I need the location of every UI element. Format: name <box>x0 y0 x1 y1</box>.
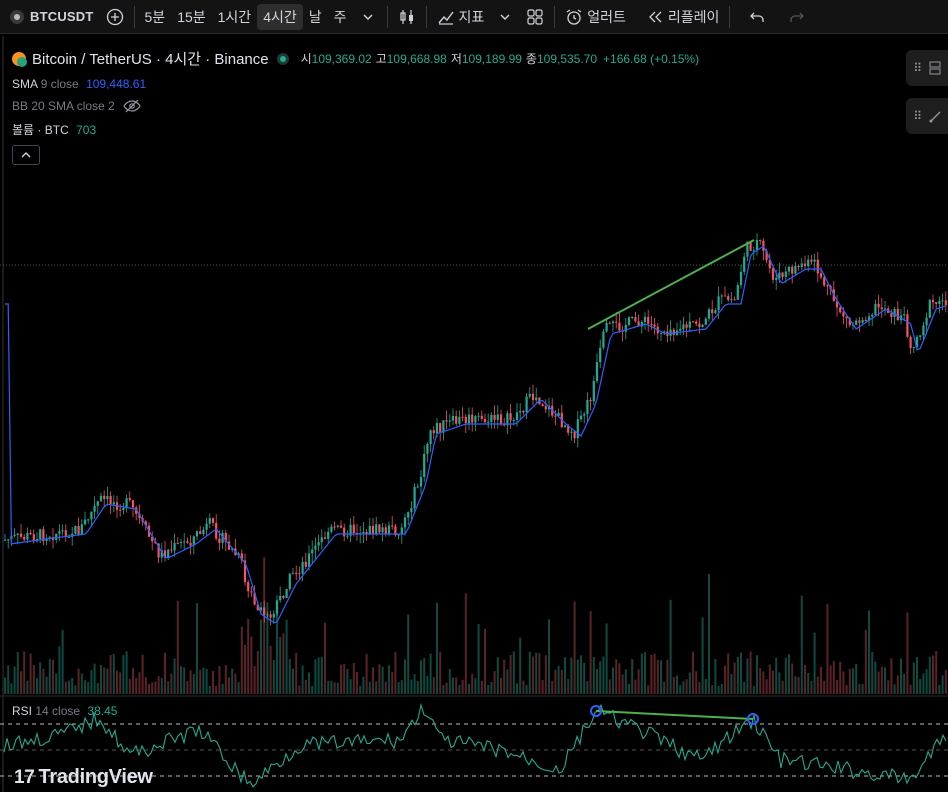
volume-bars <box>4 557 947 694</box>
sma-legend[interactable]: SMA 9 close 109,448.61 <box>12 77 699 91</box>
tradingview-wordmark: TradingView <box>38 766 153 788</box>
indicators-dropdown[interactable] <box>490 4 520 30</box>
chart-type-button[interactable] <box>392 4 422 30</box>
sma-name: SMA <box>12 77 38 91</box>
interval-week[interactable]: 주 <box>333 8 347 25</box>
replay-icon <box>649 11 662 22</box>
compare-button[interactable] <box>100 4 130 30</box>
symbol-title[interactable]: Bitcoin / TetherUS · 4시간 · Binance <box>32 51 269 68</box>
symbol-search-icon <box>10 9 24 24</box>
tether-logo-icon <box>17 56 27 67</box>
indicators-label: 지표 <box>458 8 485 25</box>
high-label: 고 <box>375 52 387 66</box>
add-icon <box>106 8 123 25</box>
interval-5m[interactable]: 5분 <box>144 8 166 25</box>
toolbar-divider <box>554 5 556 28</box>
sma-value: 109,448.61 <box>86 77 147 91</box>
open-value: 109,369.02 <box>311 51 372 66</box>
toolbar-divider <box>729 5 731 28</box>
tradingview-logo[interactable]: 17 TradingView <box>14 766 153 789</box>
indicators-button[interactable]: 지표 <box>431 4 491 30</box>
chart-legend: Bitcoin / TetherUS · 4시간 · Binance 시 109,… <box>12 48 699 138</box>
volume-value: 703 <box>76 123 97 137</box>
symbol-label: BTCUSDT <box>30 9 94 24</box>
redo-button[interactable] <box>782 4 812 30</box>
toolbar-divider <box>386 5 388 28</box>
alarm-icon <box>566 8 582 25</box>
rsi-line <box>3 702 947 788</box>
layout-grid-icon <box>527 8 543 25</box>
symbol-logo <box>12 51 32 67</box>
chevron-down-icon <box>363 14 373 20</box>
price-trendline[interactable] <box>587 239 755 330</box>
layers-icon <box>929 61 941 75</box>
top-toolbar: BTCUSDT 5분 15분 1시간 4시간 날 주 지표 얼러트 리플레이 <box>0 0 948 34</box>
market-status-icon <box>276 52 289 65</box>
alert-label: 얼러트 <box>587 8 626 25</box>
close-value: 109,535.70 <box>536 51 598 66</box>
indicators-icon <box>437 11 454 25</box>
trendline-tool-icon <box>929 111 941 123</box>
drag-handle-icon: ⠿ <box>913 109 923 123</box>
object-tree-button[interactable]: ⠿ <box>906 50 948 86</box>
symbol-legend-row: Bitcoin / TetherUS · 4시간 · Binance 시 109,… <box>12 48 699 69</box>
rsi-name: RSI <box>12 704 33 718</box>
rsi-trendline[interactable] <box>595 710 754 720</box>
bb-label: BB 20 SMA close 2 <box>12 99 115 113</box>
rsi-trendline-handle-end[interactable] <box>747 713 759 725</box>
interval-4h[interactable]: 4시간 <box>257 3 303 30</box>
replay-label: 리플레이 <box>667 8 720 25</box>
chevron-up-icon <box>21 152 31 158</box>
eye-off-icon[interactable] <box>123 99 141 113</box>
rsi-trendline-handle-start[interactable] <box>590 705 602 717</box>
toolbar-divider <box>133 5 135 28</box>
candles <box>3 233 947 626</box>
collapse-legend-button[interactable] <box>12 145 40 165</box>
undo-button[interactable] <box>742 4 772 30</box>
chart-left-border <box>2 36 4 792</box>
low-label: 저 <box>450 52 462 66</box>
rsi-params: 14 close <box>35 704 81 718</box>
redo-icon <box>790 12 805 22</box>
undo-icon <box>750 12 765 22</box>
change-value: +166.68 (+0.15%) <box>603 51 700 66</box>
alert-button[interactable]: 얼러트 <box>559 4 632 30</box>
open-label: 시 <box>300 52 312 66</box>
tradingview-mark-icon: 17 <box>14 766 35 788</box>
interval-15m[interactable]: 15분 <box>177 8 206 25</box>
interval-1h[interactable]: 1시간 <box>217 8 252 25</box>
close-label: 종 <box>525 52 537 66</box>
sma-line <box>5 245 946 624</box>
replay-button[interactable]: 리플레이 <box>640 4 726 30</box>
candles-icon <box>399 9 413 24</box>
chevron-down-icon <box>500 14 510 20</box>
high-value: 109,668.98 <box>386 51 447 66</box>
interval-dropdown[interactable] <box>353 4 383 30</box>
interval-day[interactable]: 날 <box>308 8 322 25</box>
drawing-tools-button[interactable]: ⠿ <box>906 98 948 134</box>
volume-legend[interactable]: 볼륨 · BTC 703 <box>12 121 699 138</box>
sma-params: 9 close <box>40 77 79 91</box>
rsi-value: 38.45 <box>87 704 118 718</box>
toolbar-divider <box>425 5 427 28</box>
layout-button[interactable] <box>520 4 550 30</box>
bb-legend[interactable]: BB 20 SMA close 2 <box>12 99 699 113</box>
volume-name: 볼륨 · BTC <box>12 123 69 137</box>
symbol-search-button[interactable]: BTCUSDT <box>0 4 100 30</box>
drag-handle-icon: ⠿ <box>913 61 923 75</box>
low-value: 109,189.99 <box>461 51 522 66</box>
rsi-legend[interactable]: RSI 14 close 38.45 <box>12 704 117 718</box>
